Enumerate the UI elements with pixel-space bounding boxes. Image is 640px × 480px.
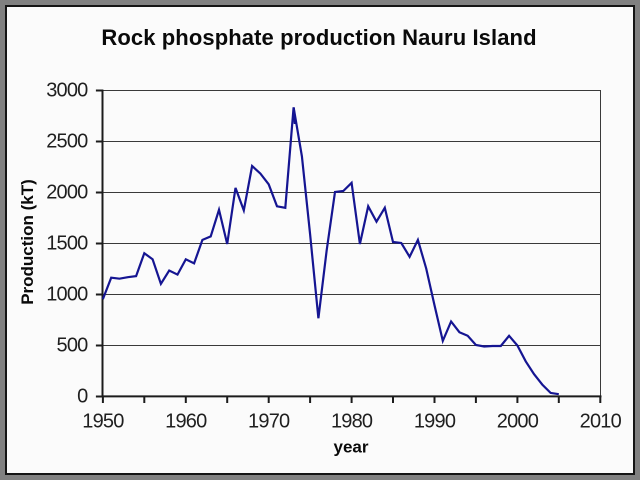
svg-text:2010: 2010 bbox=[580, 411, 622, 433]
svg-text:500: 500 bbox=[57, 335, 89, 357]
svg-text:1500: 1500 bbox=[46, 233, 88, 255]
svg-text:2000: 2000 bbox=[46, 182, 88, 204]
svg-text:2500: 2500 bbox=[46, 131, 88, 153]
svg-text:1950: 1950 bbox=[82, 411, 124, 433]
svg-text:Production (kT): Production (kT) bbox=[18, 179, 37, 305]
svg-text:1960: 1960 bbox=[165, 411, 207, 433]
svg-text:1970: 1970 bbox=[248, 411, 290, 433]
svg-text:0: 0 bbox=[77, 386, 88, 408]
svg-text:year: year bbox=[334, 438, 369, 457]
svg-text:1000: 1000 bbox=[46, 284, 88, 306]
svg-text:2000: 2000 bbox=[497, 411, 539, 433]
svg-text:Rock phosphate production Naur: Rock phosphate production Nauru Island bbox=[101, 25, 536, 50]
svg-text:1980: 1980 bbox=[331, 411, 373, 433]
svg-text:1990: 1990 bbox=[414, 411, 456, 433]
svg-text:3000: 3000 bbox=[46, 80, 88, 102]
